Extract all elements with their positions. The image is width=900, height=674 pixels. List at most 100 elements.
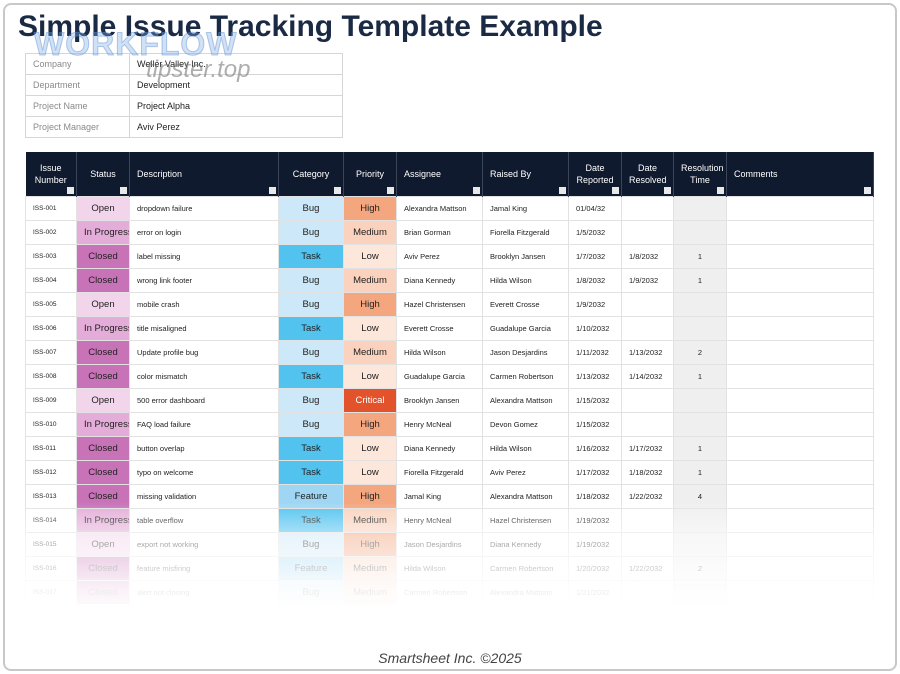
cell (726, 316, 874, 341)
cell: Everett Crosse (396, 316, 483, 341)
info-label: Department (25, 74, 130, 96)
column-header: Assignee (396, 152, 483, 197)
cell: Low (343, 244, 397, 269)
column-header: Resolution Time (673, 152, 727, 197)
cell: 1/18/2032 (621, 460, 674, 485)
cell: 1 (673, 436, 727, 461)
column-header: Comments (726, 152, 874, 197)
cell: Bug (278, 412, 344, 437)
cell: Medium (343, 268, 397, 293)
cell: error on login (129, 220, 279, 245)
cell: Jason Desjardins (482, 340, 569, 365)
issue-row: ISS-002 In Progress error on login Bug Mediu… (25, 220, 874, 245)
cell: 1/5/2032 (568, 220, 622, 245)
cell: Low (343, 436, 397, 461)
column-header: Status (76, 152, 130, 197)
cell: Low (343, 460, 397, 485)
cell (673, 316, 727, 341)
title: Simple Issue Tracking Template Example (18, 10, 603, 43)
cell: 1 (673, 268, 727, 293)
cell: ISS-011 (25, 436, 77, 461)
info-table: Company Weller Valley Inc. Department Devel… (25, 53, 343, 138)
cell: Closed (76, 436, 130, 461)
cell: Diana Kennedy (396, 436, 483, 461)
column-header: Description (129, 152, 279, 197)
filter-button[interactable] (664, 187, 671, 194)
filter-button[interactable] (559, 187, 566, 194)
cell (726, 364, 874, 389)
cell: Open (76, 292, 130, 317)
cell (726, 292, 874, 317)
cell: ISS-006 (25, 316, 77, 341)
cell: ISS-002 (25, 220, 77, 245)
cell: Bug (278, 196, 344, 221)
column-header-text: Comments (734, 169, 778, 179)
cell: wrong link footer (129, 268, 279, 293)
info-value: Project Alpha (129, 95, 343, 117)
cell: Fiorella Fitzgerald (396, 460, 483, 485)
cell: In Progress (76, 412, 130, 437)
column-header: Category (278, 152, 344, 197)
cell: Closed (76, 268, 130, 293)
cell: 500 error dashboard (129, 388, 279, 413)
cell: 1/15/2032 (568, 388, 622, 413)
cell: Open (76, 388, 130, 413)
filter-button[interactable] (717, 187, 724, 194)
cell (726, 460, 874, 485)
cell (673, 412, 727, 437)
cell (673, 292, 727, 317)
cell: ISS-012 (25, 460, 77, 485)
cell (673, 196, 727, 221)
cell: Hilda Wilson (482, 436, 569, 461)
cell: Henry McNeal (396, 412, 483, 437)
cell (726, 244, 874, 269)
cell (673, 220, 727, 245)
cell: Hazel Christensen (396, 292, 483, 317)
info-row: Company Weller Valley Inc. (25, 53, 343, 75)
cell: typo on welcome (129, 460, 279, 485)
column-header-text: Category (292, 169, 330, 179)
cell: 01/04/32 (568, 196, 622, 221)
cell: 1/15/2032 (568, 412, 622, 437)
footer: Smartsheet Inc. ©2025 (378, 650, 522, 666)
cell: Aviv Perez (482, 460, 569, 485)
filter-button[interactable] (120, 187, 127, 194)
column-header-text: Resolution Time (681, 163, 724, 185)
cell (621, 220, 674, 245)
column-header-text: Raised By (490, 169, 532, 179)
filter-button[interactable] (67, 187, 74, 194)
cell: ISS-001 (25, 196, 77, 221)
cell: Everett Crosse (482, 292, 569, 317)
cell: Task (278, 436, 344, 461)
column-header-text: Status (90, 169, 116, 179)
cell: Aviv Perez (396, 244, 483, 269)
column-header-text: Date Resolved (629, 163, 667, 185)
cell: Open (76, 196, 130, 221)
filter-button[interactable] (864, 187, 871, 194)
column-header: Priority (343, 152, 397, 197)
cell: High (343, 292, 397, 317)
cell: Task (278, 460, 344, 485)
cell: 1/7/2032 (568, 244, 622, 269)
cell (726, 220, 874, 245)
cell: 1/13/2032 (621, 340, 674, 365)
cell: Bug (278, 220, 344, 245)
filter-button[interactable] (387, 187, 394, 194)
cell: High (343, 196, 397, 221)
cell: 1/17/2032 (621, 436, 674, 461)
column-header: Raised By (482, 152, 569, 197)
column-header-text: Date Reported (576, 163, 614, 185)
cell (726, 340, 874, 365)
filter-button[interactable] (269, 187, 276, 194)
filter-button[interactable] (612, 187, 619, 194)
cell: 1/9/2032 (568, 292, 622, 317)
filter-button[interactable] (473, 187, 480, 194)
cell (726, 196, 874, 221)
cell (726, 388, 874, 413)
cell: Hilda Wilson (482, 268, 569, 293)
cell: title misaligned (129, 316, 279, 341)
info-label: Project Manager (25, 116, 130, 138)
filter-button[interactable] (334, 187, 341, 194)
cell: Carmen Robertson (482, 364, 569, 389)
cell: 2 (673, 340, 727, 365)
